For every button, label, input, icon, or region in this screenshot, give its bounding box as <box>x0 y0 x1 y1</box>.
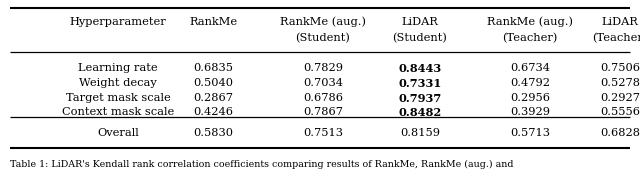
Text: Overall: Overall <box>97 128 139 138</box>
Text: RankMe (aug.): RankMe (aug.) <box>280 17 366 27</box>
Text: 0.7331: 0.7331 <box>398 78 442 88</box>
Text: 0.6828: 0.6828 <box>600 128 640 138</box>
Text: 0.5830: 0.5830 <box>193 128 233 138</box>
Text: Learning rate: Learning rate <box>78 63 158 73</box>
Text: 0.5040: 0.5040 <box>193 78 233 88</box>
Text: LiDAR: LiDAR <box>401 17 438 27</box>
Text: 0.7034: 0.7034 <box>303 78 343 88</box>
Text: Target mask scale: Target mask scale <box>66 93 170 103</box>
Text: (Student): (Student) <box>392 33 447 43</box>
Text: 0.5556: 0.5556 <box>600 107 640 117</box>
Text: 0.2867: 0.2867 <box>193 93 233 103</box>
Text: 0.6835: 0.6835 <box>193 63 233 73</box>
Text: 0.2927: 0.2927 <box>600 93 640 103</box>
Text: 0.7937: 0.7937 <box>398 92 442 104</box>
Text: (Teacher): (Teacher) <box>502 33 557 43</box>
Text: Context mask scale: Context mask scale <box>62 107 174 117</box>
Text: RankMe (aug.): RankMe (aug.) <box>487 17 573 27</box>
Text: 0.8159: 0.8159 <box>400 128 440 138</box>
Text: 0.7829: 0.7829 <box>303 63 343 73</box>
Text: 0.5713: 0.5713 <box>510 128 550 138</box>
Text: 0.3929: 0.3929 <box>510 107 550 117</box>
Text: 0.5278: 0.5278 <box>600 78 640 88</box>
Text: 0.8482: 0.8482 <box>398 106 442 118</box>
Text: 0.6786: 0.6786 <box>303 93 343 103</box>
Text: Table 1: LiDAR's Kendall rank correlation coefficients comparing results of Rank: Table 1: LiDAR's Kendall rank correlatio… <box>10 159 513 169</box>
Text: 0.2956: 0.2956 <box>510 93 550 103</box>
Text: Weight decay: Weight decay <box>79 78 157 88</box>
Text: 0.4246: 0.4246 <box>193 107 233 117</box>
Text: (Student): (Student) <box>296 33 351 43</box>
Text: 0.8443: 0.8443 <box>398 62 442 74</box>
Text: (Teacher): (Teacher) <box>592 33 640 43</box>
Text: Hyperparameter: Hyperparameter <box>70 17 166 27</box>
Text: LiDAR: LiDAR <box>602 17 639 27</box>
Text: 0.7867: 0.7867 <box>303 107 343 117</box>
Text: 0.6734: 0.6734 <box>510 63 550 73</box>
Text: RankMe: RankMe <box>189 17 237 27</box>
Text: 0.4792: 0.4792 <box>510 78 550 88</box>
Text: 0.7513: 0.7513 <box>303 128 343 138</box>
Text: 0.7506: 0.7506 <box>600 63 640 73</box>
